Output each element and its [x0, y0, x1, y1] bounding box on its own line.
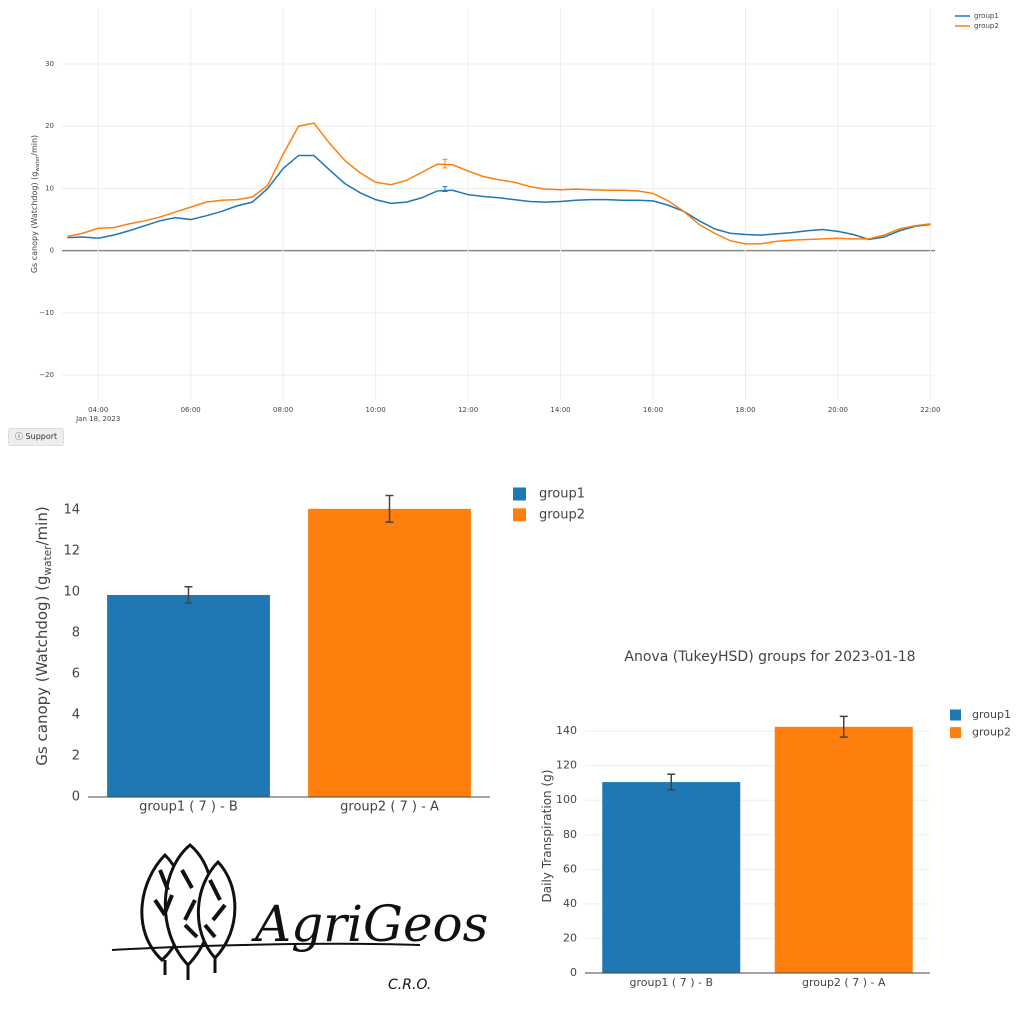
x-tick-label: 20:00	[828, 406, 848, 414]
legend-swatch	[513, 487, 526, 501]
y-tick-label: 20	[563, 931, 577, 944]
legend-swatch	[513, 508, 526, 522]
y-tick-label: 40	[563, 897, 577, 910]
bar	[308, 508, 471, 797]
y-axis-title: Gs canopy (Watchdog) (gwater/min)	[33, 506, 55, 765]
y-tick-label: −10	[39, 309, 54, 317]
y-axis-title-part: /min)	[30, 135, 39, 156]
y-axis-title-part: Daily Transpiration (g)	[540, 770, 554, 903]
legend-label: group2	[539, 507, 585, 522]
y-tick-label: 12	[63, 543, 80, 558]
x-tick-label: 08:00	[273, 406, 293, 414]
y-tick-label: 30	[45, 60, 54, 68]
x-tick-label: 04:00	[88, 406, 108, 414]
y-tick-label: 60	[563, 862, 577, 875]
y-tick-label: 4	[72, 707, 80, 722]
y-tick-label: −20	[39, 371, 54, 379]
error-bar	[442, 186, 448, 193]
y-axis-title-part: /min)	[33, 506, 51, 545]
y-axis-title: Daily Transpiration (g)	[540, 770, 554, 903]
y-axis-title-part: Gs canopy (Watchdog) (g	[30, 172, 39, 273]
y-tick-label: 2	[72, 748, 80, 763]
legend-swatch	[950, 727, 961, 739]
y-tick-label: 10	[63, 584, 80, 599]
error-bar	[442, 158, 448, 169]
x-tick-label: 10:00	[366, 406, 386, 414]
x-tick-label: 12:00	[458, 406, 478, 414]
bar	[107, 594, 270, 797]
y-tick-label: 10	[45, 184, 54, 192]
y-tick-label: 0	[570, 966, 577, 979]
x-tick-label: 16:00	[643, 406, 663, 414]
x-tick-label: 22:00	[920, 406, 940, 414]
y-tick-label: 120	[556, 759, 577, 772]
legend-swatch	[950, 709, 961, 721]
legend-label: group1	[539, 487, 585, 502]
y-axis-title-part: water	[42, 545, 54, 576]
x-tick-label: group1 ( 7 ) - B	[629, 976, 713, 989]
error-bar	[667, 773, 676, 791]
bar	[602, 782, 741, 973]
y-tick-label: 14	[63, 502, 80, 517]
legend-label: group2	[972, 726, 1011, 739]
legend-label: group1	[974, 12, 999, 20]
y-axis-title-part: Gs canopy (Watchdog) (g	[33, 575, 51, 765]
support-button[interactable]: ⓘ Support	[8, 428, 65, 446]
x-tick-label: group2 ( 7 ) - A	[802, 976, 886, 989]
y-tick-label: 80	[563, 828, 577, 841]
x-tick-label: group2 ( 7 ) - A	[340, 800, 439, 815]
x-date-label: Jan 18, 2023	[75, 415, 120, 423]
x-tick-label: group1 ( 7 ) - B	[139, 800, 238, 815]
y-tick-label: 8	[72, 625, 80, 640]
y-tick-label: 100	[556, 793, 577, 806]
bar	[774, 726, 913, 973]
y-tick-label: 6	[72, 666, 80, 681]
y-tick-label: 20	[45, 122, 54, 130]
x-tick-label: 06:00	[181, 406, 201, 414]
y-axis-title-part: water	[35, 155, 41, 172]
logo-subtitle: C.R.O.	[388, 977, 431, 993]
error-bar	[184, 586, 193, 604]
error-bar	[385, 494, 394, 523]
x-tick-label: 14:00	[550, 406, 570, 414]
error-bar	[839, 715, 848, 738]
support-label: Support	[25, 432, 58, 441]
logo-name: AgriGeos	[251, 895, 488, 953]
chart-title: Anova (TukeyHSD) groups for 2023-01-18	[624, 649, 915, 665]
x-tick-label: 18:00	[735, 406, 755, 414]
logo-trees	[111, 843, 421, 980]
legend-label: group2	[974, 22, 999, 30]
y-tick-label: 0	[50, 247, 54, 255]
line-series	[67, 154, 931, 241]
y-tick-label: 0	[72, 790, 80, 805]
y-tick-label: 140	[556, 724, 577, 737]
y-axis-title: Gs canopy (Watchdog) (gwater/min)	[30, 135, 41, 273]
legend-label: group1	[972, 708, 1011, 721]
line-series	[67, 122, 931, 245]
